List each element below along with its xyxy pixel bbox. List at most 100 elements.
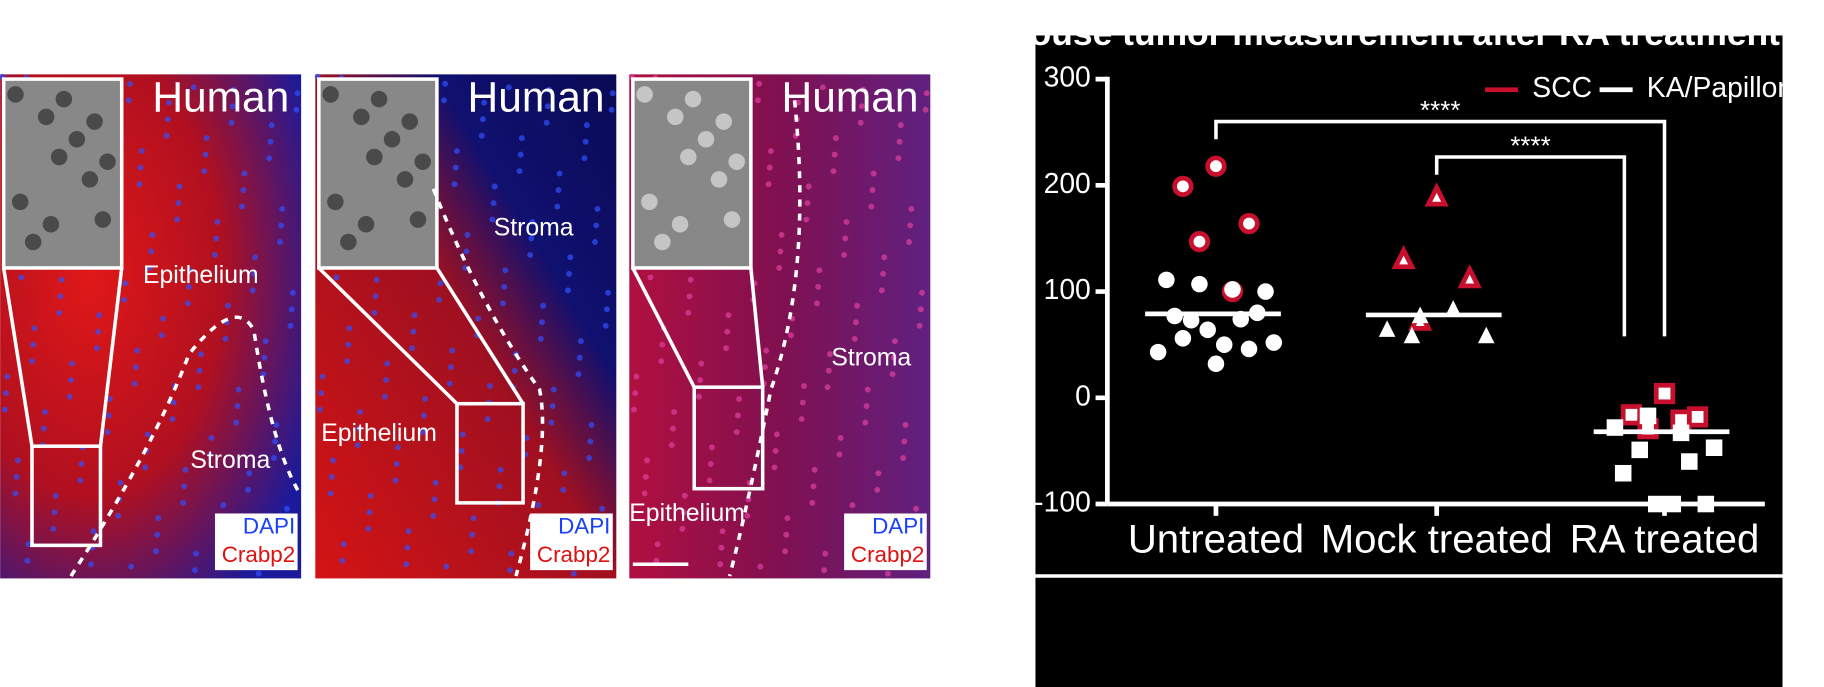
nucleus (642, 473, 649, 480)
nucleus (267, 138, 274, 145)
nucleus (384, 360, 391, 367)
nucleus (869, 187, 876, 193)
nucleus (441, 97, 447, 104)
nucleus (229, 103, 236, 110)
y-tick-label: 300 (1044, 62, 1091, 94)
nucleus (594, 205, 601, 212)
nucleus (252, 254, 259, 261)
nucleus (3, 390, 9, 397)
nucleus (917, 306, 924, 313)
nucleus (500, 300, 506, 307)
nucleus (201, 168, 208, 175)
nucleus (766, 164, 773, 171)
nucleus (633, 373, 640, 380)
nucleus (4, 373, 11, 380)
region-label: Stroma (190, 447, 270, 474)
region-label: Stroma (494, 215, 574, 242)
nucleus (393, 460, 400, 467)
data-point (1686, 406, 1709, 428)
nucleus (96, 312, 103, 319)
data-point (1614, 464, 1632, 482)
nucleus (50, 525, 57, 532)
data-point (1653, 382, 1676, 405)
inset-cell (94, 211, 112, 228)
nucleus (190, 84, 197, 91)
nucleus (105, 412, 112, 419)
stain-legend (214, 513, 298, 571)
nucleus (279, 205, 286, 212)
nucleus (857, 119, 864, 126)
significance-label: **** (1510, 130, 1550, 160)
stain-label: Crabp2 (537, 542, 611, 567)
inset-cell (81, 171, 99, 188)
nucleus (832, 135, 839, 142)
chart-background (1035, 35, 1783, 687)
nucleus (180, 499, 187, 506)
nucleus (14, 457, 21, 464)
nucleus (900, 455, 907, 461)
species-label: Human (782, 75, 919, 122)
data-point (1158, 271, 1175, 289)
significance-bracket (1214, 119, 1667, 337)
nucleus (176, 183, 183, 190)
nucleus (564, 287, 571, 294)
nucleus (603, 306, 610, 313)
nucleus (860, 86, 866, 93)
data-point (1207, 355, 1225, 373)
nucleus (239, 203, 246, 210)
nucleus (213, 235, 220, 242)
nucleus (448, 364, 454, 371)
nucleus (187, 267, 194, 274)
nucleus (333, 274, 340, 281)
region-label: Stroma (831, 344, 911, 371)
nucleus (814, 300, 820, 307)
nucleus (697, 377, 704, 384)
inset (631, 77, 753, 270)
nucleus (575, 371, 582, 378)
nucleus (550, 386, 557, 393)
nucleus (462, 265, 469, 271)
nucleus (451, 181, 458, 188)
nucleus (276, 239, 283, 245)
nucleus (144, 431, 151, 438)
nucleus (890, 354, 897, 361)
stain-label: Crabp2 (851, 542, 925, 567)
data-point (1697, 495, 1715, 513)
nucleus (405, 528, 412, 535)
nucleus (246, 470, 253, 477)
nucleus (508, 550, 515, 557)
nucleus (771, 464, 778, 471)
inset-cell (414, 153, 431, 170)
chart-panel: ouse tumor measurement after RA treatmen… (1035, 35, 1783, 687)
nucleus (339, 557, 346, 564)
species-label: Human (468, 75, 605, 122)
data-point (1205, 155, 1227, 177)
nucleus (463, 248, 470, 255)
nucleus (154, 531, 161, 538)
nucleus (570, 570, 577, 577)
nucleus (365, 525, 372, 532)
nucleus (57, 293, 64, 300)
nucleus (805, 183, 812, 190)
nucleus (106, 396, 113, 402)
nucleus (373, 276, 380, 283)
nucleus (318, 390, 325, 397)
nucleus (543, 119, 550, 126)
significance-label: **** (1420, 95, 1460, 125)
nucleus (507, 567, 514, 574)
nucleus (478, 132, 485, 139)
nucleus (548, 419, 555, 426)
nucleus (923, 90, 930, 97)
nucleus (535, 502, 542, 509)
inset-cell (680, 148, 697, 166)
nucleus (581, 155, 588, 162)
data-point (1705, 439, 1723, 456)
nucleus (496, 483, 503, 490)
boundary (727, 100, 802, 577)
inset-cell (357, 216, 375, 233)
nucleus (184, 300, 191, 307)
zoom-line (631, 267, 696, 388)
nucleus (554, 203, 561, 210)
nucleus (767, 148, 774, 155)
nucleus (765, 181, 772, 188)
